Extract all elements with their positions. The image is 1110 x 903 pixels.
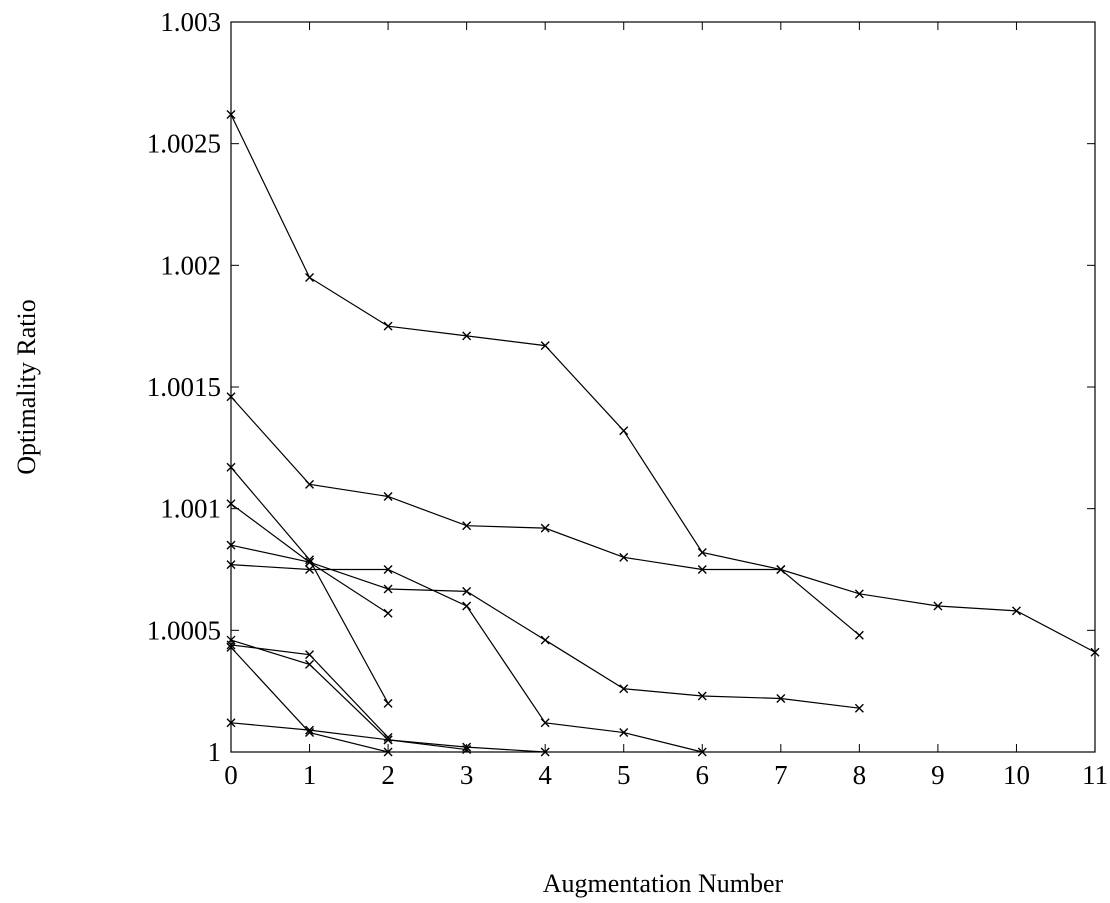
x-tick-label: 9: [931, 760, 945, 790]
data-point-marker: [619, 684, 629, 694]
data-point-marker: [226, 640, 236, 650]
series-8: [226, 642, 393, 757]
series-3: [226, 462, 393, 708]
data-point-marker: [462, 601, 472, 611]
data-point-marker: [383, 698, 393, 708]
series-line: [230, 646, 389, 753]
data-point-marker: [226, 109, 236, 119]
data-point-marker: [383, 565, 393, 574]
data-point-marker: [226, 718, 236, 728]
data-point-marker: [305, 565, 315, 574]
series-10: [226, 718, 550, 757]
axis-tick-labels: 0 1 2 3 4 5 6 7 8 9 10 1111.00051.0011.00151.0021.0…: [147, 7, 1108, 790]
data-point-marker: [1090, 647, 1100, 657]
data-point-marker: [619, 552, 629, 562]
y-tick-label: 1.0025: [147, 129, 221, 159]
series-line: [230, 639, 467, 751]
x-tick-label: 1: [303, 760, 317, 790]
x-tick-label: 10: [1003, 760, 1030, 790]
x-tick-label: 4: [538, 760, 552, 790]
data-point-marker: [697, 691, 707, 701]
data-point-marker: [226, 462, 236, 472]
data-point-marker: [383, 492, 393, 501]
data-point-marker: [305, 555, 315, 565]
data-point-marker: [226, 499, 236, 509]
data-point-marker: [697, 747, 707, 757]
series-line: [230, 466, 389, 704]
data-point-marker: [540, 747, 550, 757]
data-point-marker: [854, 703, 864, 713]
series-7: [226, 635, 472, 755]
y-tick-label: 1.001: [160, 494, 221, 524]
data-point-marker: [383, 747, 393, 757]
series-line: [230, 114, 860, 636]
data-point-marker: [305, 557, 315, 567]
data-point-marker: [854, 589, 864, 599]
data-point-marker: [540, 635, 550, 645]
x-axis-title: Augmentation Number: [543, 869, 784, 898]
series-line: [230, 644, 389, 738]
series-5: [226, 540, 864, 713]
x-tick-label: 6: [696, 760, 710, 790]
data-point-marker: [462, 742, 472, 752]
data-point-marker: [540, 341, 550, 351]
data-point-marker: [462, 521, 472, 531]
data-point-marker: [540, 718, 550, 728]
data-point-marker: [226, 392, 236, 402]
data-point-marker: [305, 725, 315, 735]
data-point-marker: [697, 547, 707, 557]
y-tick-label: 1.003: [160, 7, 221, 37]
data-point-marker: [305, 273, 315, 282]
data-point-marker: [226, 560, 236, 570]
data-point-marker: [854, 630, 864, 640]
data-point-marker: [776, 565, 786, 574]
y-tick-label: 1.0015: [147, 372, 221, 402]
data-point-marker: [1011, 606, 1021, 616]
series-9: [226, 640, 393, 742]
data-point-marker: [305, 479, 315, 489]
data-point-marker: [619, 728, 629, 738]
data-point-marker: [383, 321, 393, 331]
data-point-marker: [226, 540, 236, 550]
data-point-marker: [462, 331, 472, 341]
series-group: [226, 109, 1100, 757]
x-tick-label: 11: [1082, 760, 1108, 790]
data-point-marker: [305, 659, 315, 669]
data-point-marker: [383, 735, 393, 745]
x-tick-label: 5: [617, 760, 631, 790]
data-point-marker: [383, 608, 393, 618]
data-point-marker: [383, 584, 393, 594]
y-axis-title: Optimality Ratio: [12, 299, 41, 475]
data-point-marker: [776, 693, 786, 703]
plot-frame: [230, 21, 1096, 753]
x-tick-label: 0: [224, 760, 238, 790]
x-tick-label: 2: [381, 760, 395, 790]
y-tick-label: 1.002: [160, 250, 221, 280]
series-6: [226, 560, 707, 757]
x-tick-label: 3: [460, 760, 474, 790]
data-point-marker: [540, 523, 550, 533]
data-point-marker: [619, 426, 629, 436]
data-point-marker: [933, 601, 943, 611]
series-1: [226, 109, 864, 640]
y-tick-label: 1.0005: [147, 615, 221, 645]
y-tick-label: 1: [208, 737, 222, 767]
series-line: [230, 396, 1096, 653]
axis-ticks: [230, 21, 1096, 753]
x-tick-label: 7: [774, 760, 788, 790]
series-4: [226, 499, 393, 618]
data-point-marker: [305, 650, 315, 660]
series-2: [226, 392, 1100, 657]
data-point-marker: [462, 586, 472, 596]
data-point-marker: [697, 565, 707, 574]
x-tick-label: 8: [853, 760, 867, 790]
series-line: [230, 503, 389, 614]
